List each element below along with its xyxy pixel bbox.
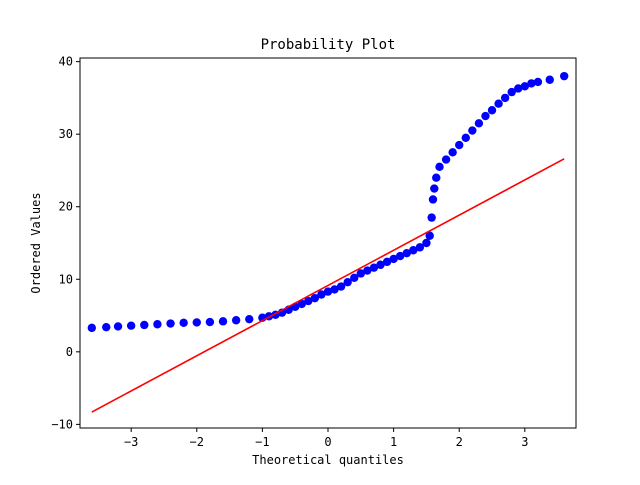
data-point [500,93,510,103]
y-tick-label: 10 [59,272,73,286]
y-tick-label: 20 [59,200,73,214]
data-point [376,260,385,269]
data-point [487,106,497,115]
chart-title: Probability Plot [261,37,396,53]
data-point [520,82,530,91]
fit-line-layer [91,158,565,413]
x-tick-label: 1 [390,435,397,449]
data-point [356,269,365,278]
data-point [474,119,484,128]
data-point [425,231,434,240]
x-tick-label: −1 [255,435,269,449]
y-tick-label: 30 [59,127,73,141]
data-point [350,273,359,283]
data-point [559,71,569,81]
data-point [330,285,339,294]
data-point [432,173,441,182]
data-point [468,126,477,135]
data-point [448,148,457,157]
data-point [533,77,543,87]
y-tick-label: 40 [59,55,73,69]
data-point [205,317,215,327]
x-axis-label: Theoretical quantiles [252,453,404,467]
data-point [153,320,162,329]
data-point [166,319,175,328]
data-point [336,282,346,291]
y-tick-label: 0 [66,345,73,359]
data-point [430,184,439,193]
data-point [395,251,405,261]
data-point [441,155,451,164]
data-point [415,243,425,252]
data-point [382,257,392,267]
data-point [363,266,372,275]
x-tick-label: −3 [124,435,138,449]
data-point [317,290,326,299]
x-tick-label: −2 [190,435,204,449]
fit-line [91,158,565,413]
data-point [304,296,313,306]
data-point [514,84,523,93]
data-point [461,133,470,142]
data-point [369,263,379,272]
data-point [481,111,490,121]
data-point [87,323,97,333]
data-point [435,162,444,172]
y-axis-ticks: −10 0 10 20 30 40 [51,55,80,431]
data-point [140,320,149,330]
data-point [507,87,516,97]
data-points-layer [87,71,569,333]
x-axis-ticks: −3 −2 −1 0 1 2 3 [124,428,528,449]
data-point [428,195,438,204]
data-point [422,238,431,248]
data-point [343,277,352,287]
data-point [218,317,228,326]
x-tick-label: 2 [456,435,463,449]
data-point [102,322,111,332]
x-tick-label: 0 [324,435,331,449]
data-point [323,287,333,296]
y-axis-label: Ordered Values [29,192,43,293]
y-tick-label: −10 [51,417,73,431]
data-point [527,79,536,88]
data-point [455,140,464,150]
data-point [192,318,201,327]
data-point [389,254,398,264]
x-tick-label: 3 [521,435,528,449]
data-point [402,248,411,258]
data-point [297,299,306,309]
data-point [179,318,188,327]
data-point [409,246,418,255]
data-point [427,213,436,222]
data-point [545,75,554,84]
data-point [231,316,241,325]
data-point [113,322,123,331]
data-point [126,321,136,330]
data-point [245,314,254,324]
data-point [310,293,320,303]
data-point [494,99,503,108]
